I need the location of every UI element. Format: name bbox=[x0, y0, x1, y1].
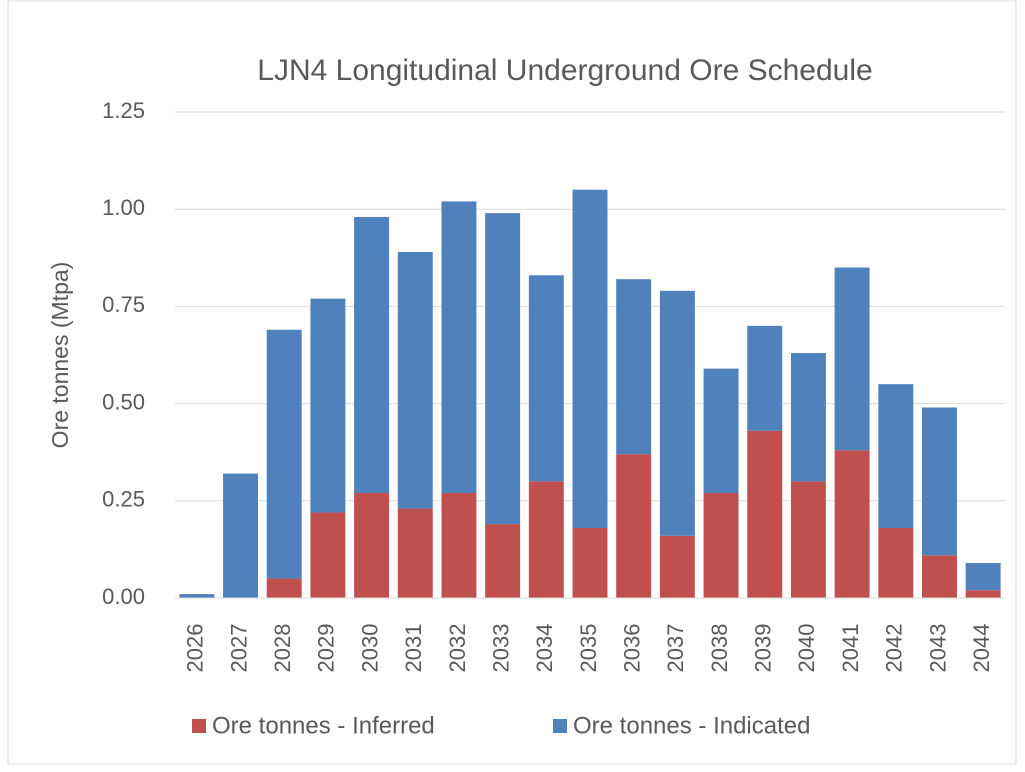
x-tick-label: 2037 bbox=[663, 624, 688, 673]
bar-segment bbox=[790, 353, 826, 482]
bar-segment bbox=[834, 450, 870, 598]
y-tick-label: 1.00 bbox=[102, 195, 145, 220]
x-tick-label: 2031 bbox=[401, 624, 426, 673]
bar-segment bbox=[878, 384, 914, 529]
x-tick-label: 2029 bbox=[314, 624, 339, 673]
x-tick-label: 2034 bbox=[532, 624, 557, 673]
x-tick-label: 2032 bbox=[445, 624, 470, 673]
y-axis-label: Ore tonnes (Mtpa) bbox=[47, 262, 73, 449]
x-tick-label: 2028 bbox=[270, 624, 295, 673]
bar-segment bbox=[310, 298, 346, 513]
bar-segment bbox=[922, 407, 957, 556]
bar-segment bbox=[747, 430, 783, 598]
bar-segment bbox=[528, 481, 564, 598]
bar-segment bbox=[397, 251, 433, 509]
bar-segment bbox=[659, 290, 695, 536]
x-tick-label: 2026 bbox=[183, 624, 208, 673]
bar-segment bbox=[485, 213, 521, 525]
bar-segment bbox=[223, 473, 258, 598]
bar-segment bbox=[441, 201, 477, 494]
y-tick-label: 0.75 bbox=[102, 292, 145, 317]
x-tick-label: 2040 bbox=[794, 624, 819, 673]
x-tick-label: 2030 bbox=[357, 624, 382, 673]
bar-segment bbox=[790, 481, 826, 598]
bar-segment bbox=[616, 454, 652, 598]
x-tick-label: 2036 bbox=[619, 624, 644, 673]
legend-label: Ore tonnes - Inferred bbox=[212, 712, 435, 739]
bar-segment bbox=[703, 493, 739, 598]
y-tick-label: 0.50 bbox=[102, 389, 145, 414]
bar-segment bbox=[266, 329, 302, 579]
bar-segment bbox=[922, 555, 957, 598]
x-tick-label: 2033 bbox=[488, 624, 513, 673]
x-tick-label: 2043 bbox=[925, 624, 950, 673]
bar-segment bbox=[397, 508, 433, 598]
bar-segment bbox=[616, 279, 652, 455]
legend-swatch bbox=[553, 719, 567, 733]
bar-segment bbox=[703, 368, 739, 494]
bar-segment bbox=[965, 563, 1001, 591]
bar-segment bbox=[528, 275, 564, 482]
x-tick-label: 2035 bbox=[576, 624, 601, 673]
legend-label: Ore tonnes - Indicated bbox=[573, 712, 810, 739]
bar-segment bbox=[965, 590, 1001, 598]
y-tick-label: 1.25 bbox=[102, 98, 145, 123]
chart-title: LJN4 Longitudinal Underground Ore Schedu… bbox=[257, 54, 872, 87]
legend-swatch bbox=[192, 719, 206, 733]
x-tick-label: 2041 bbox=[838, 624, 863, 673]
x-tick-label: 2044 bbox=[969, 624, 994, 673]
bar-segment bbox=[659, 535, 695, 598]
x-tick-label: 2027 bbox=[226, 624, 251, 673]
x-tick-label: 2042 bbox=[882, 624, 907, 673]
bar-segment bbox=[179, 594, 215, 598]
bar-segment bbox=[354, 216, 390, 494]
bar-segment bbox=[266, 578, 302, 598]
bar-segment bbox=[572, 528, 608, 598]
bar-segment bbox=[747, 325, 783, 431]
bar-segment bbox=[572, 189, 608, 529]
bar-segment bbox=[834, 267, 870, 451]
x-tick-label: 2039 bbox=[751, 624, 776, 673]
y-tick-label: 0.25 bbox=[102, 487, 145, 512]
x-tick-label: 2038 bbox=[707, 624, 732, 673]
bar-segment bbox=[441, 493, 477, 598]
y-tick-label: 0.00 bbox=[102, 584, 145, 609]
bar-segment bbox=[485, 524, 521, 598]
bar-segment bbox=[354, 493, 390, 598]
bar-segment bbox=[310, 512, 346, 598]
bar-segment bbox=[878, 528, 914, 598]
